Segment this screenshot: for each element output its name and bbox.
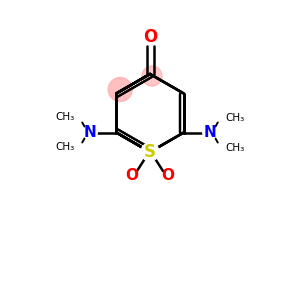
Text: O: O [125, 169, 139, 184]
Text: O: O [161, 169, 175, 184]
Text: CH₃: CH₃ [55, 142, 74, 152]
Text: N: N [84, 125, 97, 140]
Circle shape [142, 66, 162, 86]
Text: CH₃: CH₃ [226, 112, 245, 122]
Circle shape [141, 143, 159, 161]
Circle shape [108, 77, 132, 101]
Text: O: O [143, 28, 157, 46]
Text: N: N [203, 125, 216, 140]
Text: CH₃: CH₃ [226, 142, 245, 152]
Text: S: S [144, 143, 156, 161]
Circle shape [83, 125, 97, 140]
Circle shape [203, 125, 217, 140]
Text: CH₃: CH₃ [55, 112, 74, 122]
